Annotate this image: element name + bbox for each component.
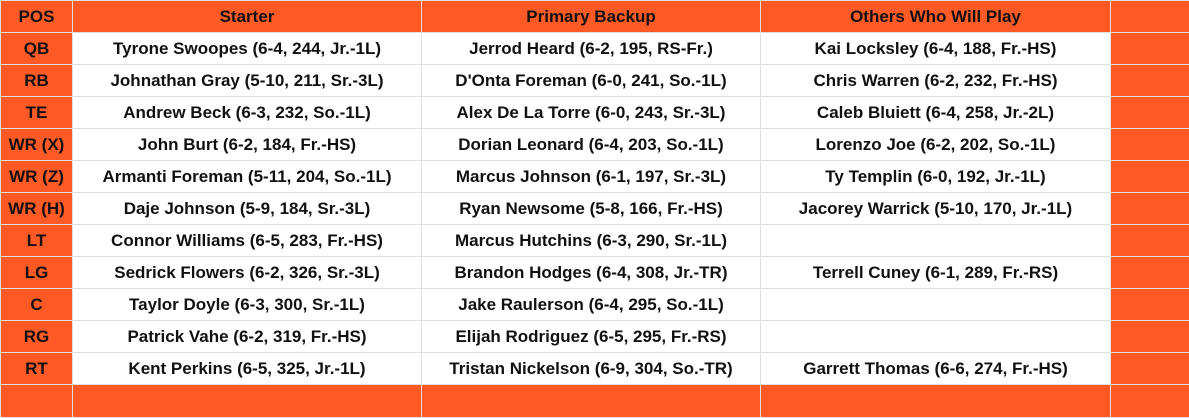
blank-cell: [1111, 33, 1189, 65]
others-cell: Jacorey Warrick (5-10, 170, Jr.-1L): [761, 193, 1111, 225]
footer-cell: [1, 385, 73, 418]
footer-cell: [761, 385, 1111, 418]
backup-cell: Marcus Johnson (6-1, 197, Sr.-3L): [422, 161, 761, 193]
backup-cell: D'Onta Foreman (6-0, 241, So.-1L): [422, 65, 761, 97]
footer-cell: [422, 385, 761, 418]
pos-cell: WR (X): [1, 129, 73, 161]
backup-cell: Brandon Hodges (6-4, 308, Jr.-TR): [422, 257, 761, 289]
starter-cell: John Burt (6-2, 184, Fr.-HS): [73, 129, 422, 161]
footer-row: [1, 385, 1189, 418]
starter-cell: Armanti Foreman (5-11, 204, So.-1L): [73, 161, 422, 193]
backup-cell: Tristan Nickelson (6-9, 304, So.-TR): [422, 353, 761, 385]
pos-cell: RT: [1, 353, 73, 385]
others-cell: Chris Warren (6-2, 232, Fr.-HS): [761, 65, 1111, 97]
others-cell: Caleb Bluiett (6-4, 258, Jr.-2L): [761, 97, 1111, 129]
table-row: WR (Z)Armanti Foreman (5-11, 204, So.-1L…: [1, 161, 1189, 193]
pos-cell: C: [1, 289, 73, 321]
blank-cell: [1111, 225, 1189, 257]
others-cell: Terrell Cuney (6-1, 289, Fr.-RS): [761, 257, 1111, 289]
pos-cell: TE: [1, 97, 73, 129]
starter-cell: Connor Williams (6-5, 283, Fr.-HS): [73, 225, 422, 257]
header-primary-backup: Primary Backup: [422, 1, 761, 33]
others-cell: Ty Templin (6-0, 192, Jr.-1L): [761, 161, 1111, 193]
backup-cell: Marcus Hutchins (6-3, 290, Sr.-1L): [422, 225, 761, 257]
blank-cell: [1111, 321, 1189, 353]
blank-cell: [1111, 193, 1189, 225]
blank-cell: [1111, 65, 1189, 97]
starter-cell: Taylor Doyle (6-3, 300, Sr.-1L): [73, 289, 422, 321]
blank-cell: [1111, 289, 1189, 321]
table-row: WR (X)John Burt (6-2, 184, Fr.-HS)Dorian…: [1, 129, 1189, 161]
backup-cell: Dorian Leonard (6-4, 203, So.-1L): [422, 129, 761, 161]
others-cell: [761, 225, 1111, 257]
blank-cell: [1111, 353, 1189, 385]
pos-cell: LG: [1, 257, 73, 289]
footer-cell: [73, 385, 422, 418]
header-pos: POS: [1, 1, 73, 33]
others-cell: [761, 321, 1111, 353]
starter-cell: Johnathan Gray (5-10, 211, Sr.-3L): [73, 65, 422, 97]
backup-cell: Alex De La Torre (6-0, 243, Sr.-3L): [422, 97, 761, 129]
backup-cell: Jake Raulerson (6-4, 295, So.-1L): [422, 289, 761, 321]
others-cell: Kai Locksley (6-4, 188, Fr.-HS): [761, 33, 1111, 65]
pos-cell: WR (H): [1, 193, 73, 225]
pos-cell: LT: [1, 225, 73, 257]
footer-cell: [1111, 385, 1189, 418]
starter-cell: Sedrick Flowers (6-2, 326, Sr.-3L): [73, 257, 422, 289]
blank-cell: [1111, 161, 1189, 193]
header-row: POS Starter Primary Backup Others Who Wi…: [1, 1, 1189, 33]
header-starter: Starter: [73, 1, 422, 33]
pos-cell: WR (Z): [1, 161, 73, 193]
header-others: Others Who Will Play: [761, 1, 1111, 33]
starter-cell: Kent Perkins (6-5, 325, Jr.-1L): [73, 353, 422, 385]
pos-cell: RG: [1, 321, 73, 353]
blank-cell: [1111, 97, 1189, 129]
backup-cell: Ryan Newsome (5-8, 166, Fr.-HS): [422, 193, 761, 225]
backup-cell: Elijah Rodriguez (6-5, 295, Fr.-RS): [422, 321, 761, 353]
starter-cell: Andrew Beck (6-3, 232, So.-1L): [73, 97, 422, 129]
pos-cell: RB: [1, 65, 73, 97]
starter-cell: Patrick Vahe (6-2, 319, Fr.-HS): [73, 321, 422, 353]
blank-cell: [1111, 257, 1189, 289]
others-cell: Garrett Thomas (6-6, 274, Fr.-HS): [761, 353, 1111, 385]
others-cell: Lorenzo Joe (6-2, 202, So.-1L): [761, 129, 1111, 161]
others-cell: [761, 289, 1111, 321]
table-row: WR (H)Daje Johnson (5-9, 184, Sr.-3L)Rya…: [1, 193, 1189, 225]
header-blank: [1111, 1, 1189, 33]
blank-cell: [1111, 129, 1189, 161]
starter-cell: Daje Johnson (5-9, 184, Sr.-3L): [73, 193, 422, 225]
pos-cell: QB: [1, 33, 73, 65]
starter-cell: Tyrone Swoopes (6-4, 244, Jr.-1L): [73, 33, 422, 65]
backup-cell: Jerrod Heard (6-2, 195, RS-Fr.): [422, 33, 761, 65]
